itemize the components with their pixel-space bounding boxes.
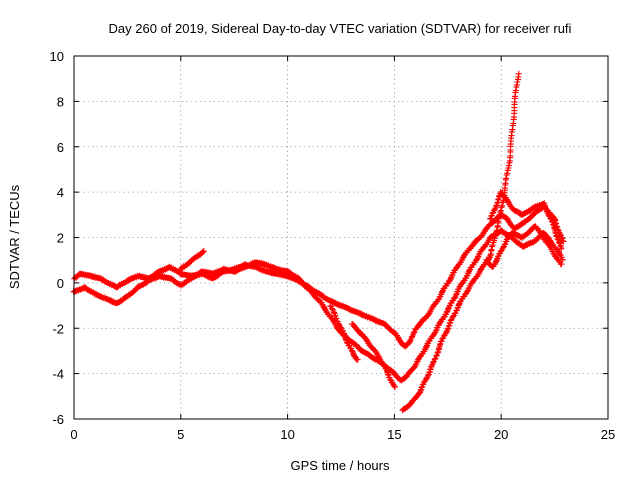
x-tick-label: 10	[280, 427, 294, 442]
x-tick-label: 25	[601, 427, 615, 442]
x-tick-label: 5	[177, 427, 184, 442]
y-axis-ticks: -6 -4 -2 0 2 4 6 8 10	[50, 49, 608, 427]
series-track-f	[177, 248, 207, 273]
x-tick-label: 0	[70, 427, 77, 442]
gridlines	[74, 56, 608, 419]
plus-markers	[327, 303, 361, 363]
y-tick-label: -2	[52, 321, 64, 336]
plus-markers	[177, 248, 207, 273]
y-tick-label: 2	[57, 231, 64, 246]
y-tick-label: 0	[57, 276, 64, 291]
x-axis-label: GPS time / hours	[291, 458, 390, 473]
y-tick-label: -6	[52, 412, 64, 427]
series-track-d	[349, 321, 398, 390]
series-track-c	[327, 303, 361, 363]
chart-title: Day 260 of 2019, Sidereal Day-to-day VTE…	[109, 21, 572, 36]
y-tick-label: -4	[52, 367, 64, 382]
plus-markers	[487, 189, 565, 252]
data-points	[70, 70, 567, 414]
x-tick-label: 20	[494, 427, 508, 442]
x-tick-label: 15	[387, 427, 401, 442]
series-track-g	[487, 189, 565, 252]
plus-markers	[349, 321, 398, 390]
series-track-h	[483, 223, 565, 270]
y-axis-label: SDTVAR / TECUs	[7, 184, 22, 289]
series-track-a	[71, 203, 567, 350]
y-tick-label: 10	[50, 49, 64, 64]
plus-markers	[71, 203, 567, 350]
x-axis-ticks: 0 5 10 15 20 25	[70, 56, 615, 442]
y-tick-label: 8	[57, 94, 64, 109]
y-tick-label: 4	[57, 185, 64, 200]
y-tick-label: 6	[57, 140, 64, 155]
plus-markers	[483, 223, 565, 270]
